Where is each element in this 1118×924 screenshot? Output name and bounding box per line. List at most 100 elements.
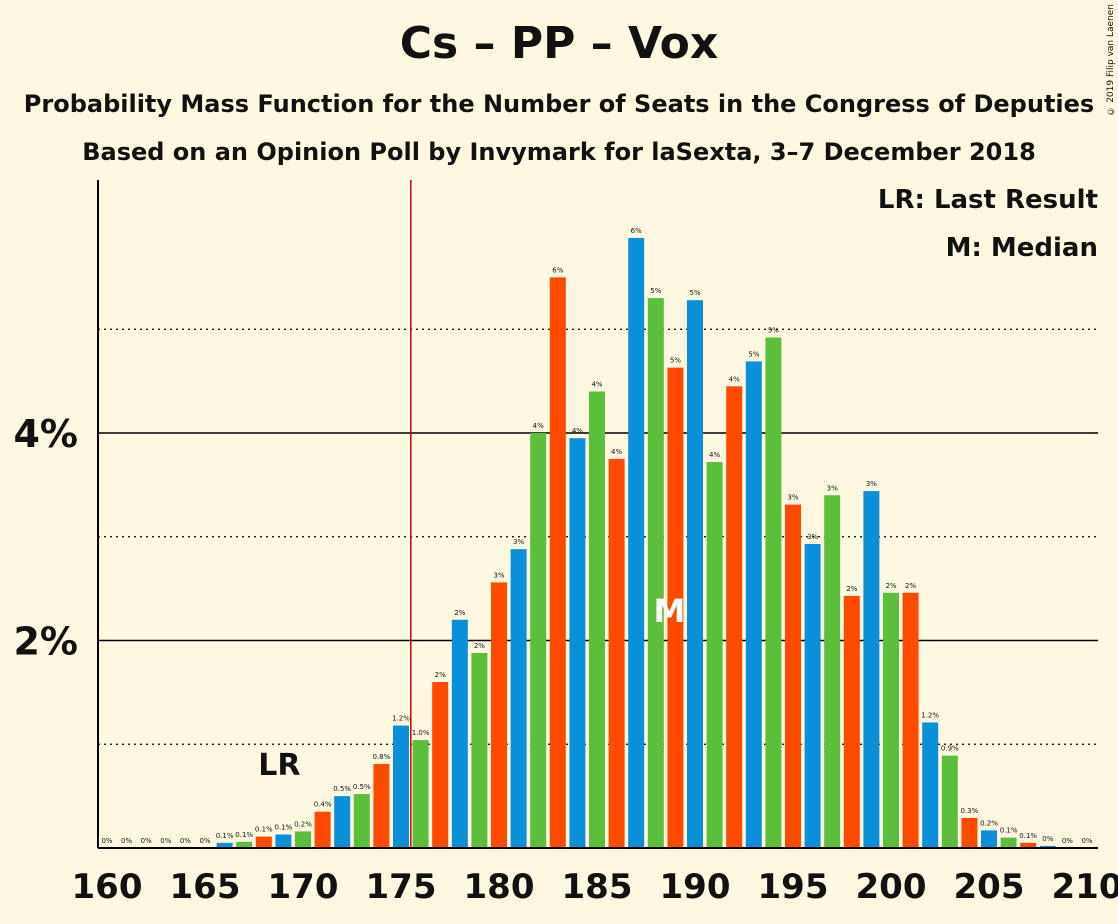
bar-192	[726, 386, 743, 848]
x-tick-label-185: 185	[562, 867, 633, 907]
chart-subtitle-2: Based on an Opinion Poll by Invymark for…	[82, 138, 1036, 166]
data-label-164: 0%	[180, 837, 191, 845]
data-label-181: 3%	[513, 538, 524, 546]
data-label-186: 4%	[611, 448, 622, 456]
bar-200	[883, 592, 899, 848]
data-label-185: 4%	[591, 381, 602, 389]
bar-167	[236, 841, 253, 848]
data-label-204: 0.3%	[961, 807, 979, 815]
data-label-177: 2%	[435, 671, 446, 679]
data-label-162: 0%	[141, 837, 152, 845]
bar-174	[373, 763, 390, 848]
chart-subtitle-1: Probability Mass Function for the Number…	[23, 90, 1095, 118]
bar-193	[745, 361, 762, 848]
data-label-184: 4%	[572, 427, 583, 435]
bar-189	[667, 367, 684, 848]
bar-202	[922, 722, 939, 848]
bar-208	[1039, 845, 1056, 848]
bar-194	[765, 337, 782, 848]
y-tick-label: 4%	[13, 412, 78, 456]
data-label-180: 3%	[493, 571, 504, 579]
data-label-171: 0.4%	[314, 801, 332, 809]
data-label-200: 2%	[885, 582, 896, 590]
data-label-207: 0.1%	[1019, 832, 1037, 840]
y-tick-label: 2%	[13, 620, 78, 664]
data-label-192: 4%	[729, 375, 740, 383]
data-label-179: 2%	[474, 642, 485, 650]
data-label-166: 0.1%	[216, 832, 234, 840]
data-label-163: 0%	[160, 837, 171, 845]
data-label-195: 3%	[787, 494, 798, 502]
bar-176	[412, 740, 429, 848]
bar-195	[785, 504, 801, 848]
bar-180	[491, 582, 507, 848]
bar-196	[804, 544, 821, 848]
data-label-190: 5%	[689, 289, 700, 297]
data-label-189: 5%	[670, 357, 681, 365]
bar-186	[608, 458, 625, 848]
data-label-187: 6%	[631, 227, 642, 235]
data-label-183: 6%	[552, 266, 563, 274]
bar-190	[687, 300, 703, 848]
data-label-196: 3%	[807, 533, 818, 541]
chart-title: Cs – PP – Vox	[399, 18, 719, 69]
bar-205	[981, 830, 997, 848]
legend-median: M: Median	[945, 233, 1098, 263]
x-tick-label-160: 160	[72, 867, 143, 907]
bar-204	[961, 817, 978, 848]
data-label-210: 0%	[1081, 837, 1092, 845]
bar-199	[863, 491, 880, 848]
data-label-208: 0%	[1042, 835, 1053, 843]
bar-188	[647, 298, 664, 848]
bar-178	[451, 619, 468, 848]
data-label-198: 2%	[846, 585, 857, 593]
bar-177	[432, 682, 449, 848]
bar-184	[569, 438, 586, 848]
x-tick-label-200: 200	[856, 867, 927, 907]
data-label-205: 0.2%	[980, 819, 998, 827]
bar-170	[295, 831, 311, 848]
data-label-182: 4%	[533, 422, 544, 430]
data-label-169: 0.1%	[275, 824, 293, 832]
x-tick-label-170: 170	[268, 867, 339, 907]
data-label-202: 1.2%	[921, 711, 939, 719]
bar-171	[314, 811, 331, 848]
bar-182	[530, 433, 547, 848]
data-label-160: 0%	[101, 837, 112, 845]
bar-203	[941, 755, 958, 848]
x-tick-label-165: 165	[170, 867, 241, 907]
bar-206	[1000, 837, 1017, 848]
bar-197	[824, 495, 841, 848]
data-label-197: 3%	[827, 484, 838, 492]
data-label-178: 2%	[454, 609, 465, 617]
data-label-194: 5%	[768, 327, 779, 335]
median-marker: M	[653, 592, 685, 630]
bar-173	[353, 794, 370, 848]
legend-last-result: LR: Last Result	[877, 185, 1098, 215]
bar-166	[216, 842, 233, 848]
x-tick-label-190: 190	[660, 867, 731, 907]
bar-175	[393, 725, 409, 848]
data-label-188: 5%	[650, 287, 661, 295]
bar-179	[471, 652, 488, 848]
data-label-203: 0.9%	[941, 745, 959, 753]
bar-185	[589, 391, 605, 848]
bar-198	[843, 595, 860, 848]
bar-191	[706, 462, 723, 848]
data-label-165: 0%	[199, 837, 210, 845]
x-tick-label-175: 175	[366, 867, 437, 907]
bar-169	[275, 834, 292, 848]
x-tick-label-205: 205	[954, 867, 1025, 907]
bar-207	[1020, 842, 1037, 848]
data-label-201: 2%	[905, 582, 916, 590]
bar-187	[628, 237, 645, 848]
x-tick-label-180: 180	[464, 867, 535, 907]
data-label-172: 0.5%	[333, 785, 351, 793]
x-tick-label-210: 210	[1052, 867, 1118, 907]
data-label-167: 0.1%	[235, 831, 253, 839]
data-label-209: 0%	[1062, 837, 1073, 845]
bar-183	[549, 277, 566, 848]
bar-168	[255, 836, 272, 848]
data-label-174: 0.8%	[373, 753, 391, 761]
